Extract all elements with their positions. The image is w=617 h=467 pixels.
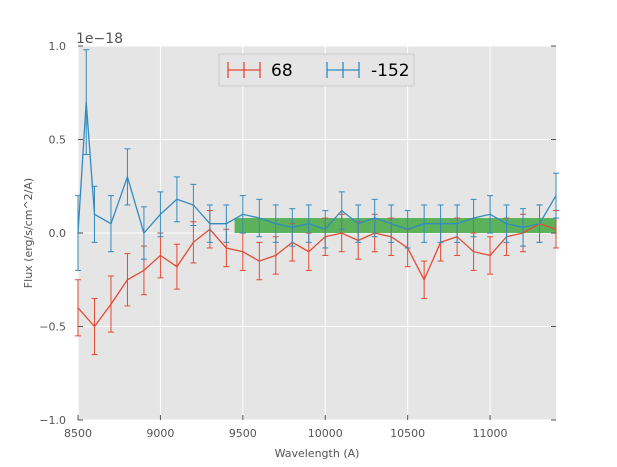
error-bar (157, 191, 164, 238)
legend: 68 -152 (218, 53, 415, 87)
series-2 (75, 49, 559, 271)
error-bar (256, 241, 263, 281)
x-tick-label: 9000 (146, 427, 174, 440)
error-bar (536, 204, 543, 243)
error-bar (223, 204, 230, 243)
error-bar (470, 198, 477, 238)
error-bar (289, 208, 296, 247)
error-bar (173, 243, 180, 290)
error-bar (421, 260, 428, 299)
x-tick-label: 10500 (390, 427, 425, 440)
series-layer (75, 49, 559, 356)
error-bar (437, 204, 444, 243)
y-tick-label: 1.0 (49, 40, 67, 53)
error-bar (305, 204, 312, 243)
error-bar (124, 253, 131, 307)
error-bar (83, 49, 90, 155)
error-bar (404, 210, 411, 249)
error-bar (124, 148, 131, 206)
error-bar (553, 172, 559, 219)
series-line (77, 222, 557, 328)
error-bar (91, 185, 98, 243)
legend-entry-1: 68 (227, 61, 293, 81)
x-tick-label: 9500 (229, 427, 257, 440)
x-ticks: 8500 9000 9500 10000 10500 11000 (64, 415, 508, 440)
error-bar (355, 204, 362, 243)
error-bar (107, 275, 114, 333)
error-bar (239, 195, 246, 234)
error-bar (206, 204, 213, 243)
error-bar (272, 204, 279, 243)
legend-entry-2: -152 (326, 61, 410, 81)
error-bar (107, 195, 114, 253)
x-tick-label: 10000 (308, 427, 343, 440)
legend-label-1: 68 (271, 61, 293, 81)
error-bar (173, 176, 180, 223)
y-tick-label: −1.0 (39, 414, 66, 427)
y-tick-label: −0.5 (39, 321, 66, 334)
error-bar (388, 204, 395, 243)
error-bar (140, 206, 147, 260)
error-bar (421, 204, 428, 243)
y-tick-label: 0.5 (49, 134, 67, 147)
error-bar (503, 204, 510, 243)
offset-text: 1e−18 (76, 31, 123, 47)
x-tick-label: 8500 (64, 427, 92, 440)
error-bar (338, 191, 345, 230)
error-bar (91, 297, 98, 356)
error-bar (487, 236, 494, 275)
error-bar (322, 210, 329, 249)
y-axis-label: Flux (erg/s/cm^2/A) (22, 178, 35, 288)
error-bar (520, 208, 527, 247)
y-tick-label: 0.0 (49, 227, 67, 240)
error-bar (371, 198, 378, 238)
y-ticks: −1.0 −0.5 0.0 0.5 1.0 (39, 40, 556, 427)
error-bar (454, 204, 461, 243)
error-bar (256, 198, 263, 238)
legend-label-2: -152 (371, 61, 410, 81)
x-tick-label: 11000 (473, 427, 508, 440)
x-axis-label: Wavelength (A) (275, 447, 360, 460)
error-bar (190, 183, 197, 227)
error-bar (487, 195, 494, 234)
